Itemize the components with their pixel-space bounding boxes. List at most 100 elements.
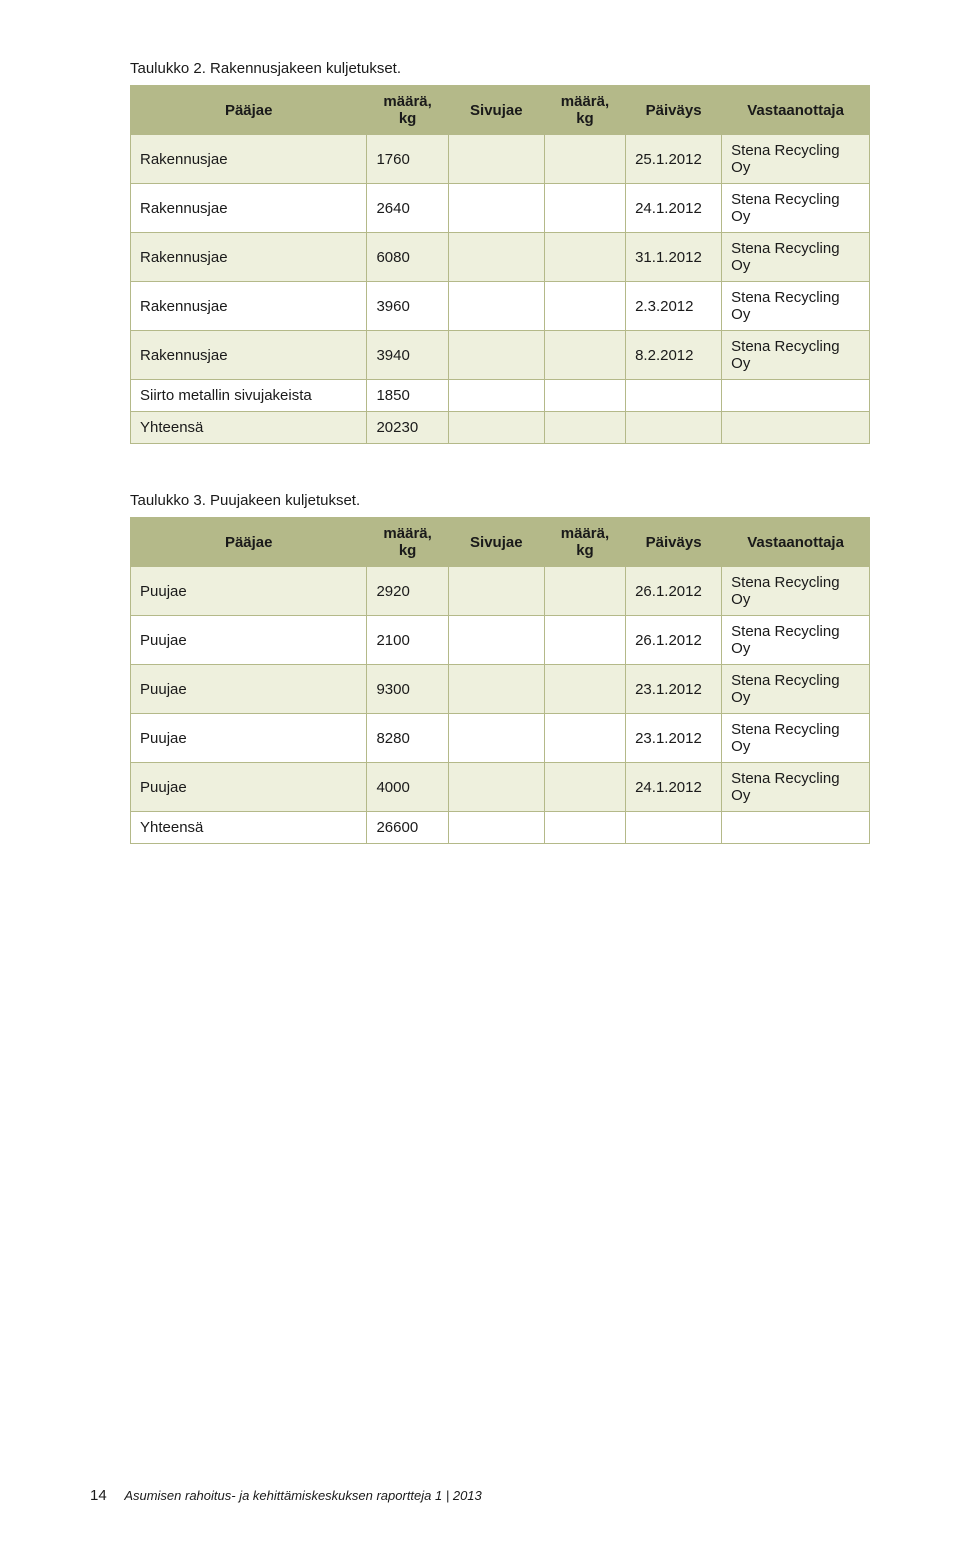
table-cell <box>626 412 722 444</box>
table-cell: Rakennusjae <box>131 282 367 331</box>
table-cell: Puujae <box>131 665 367 714</box>
table-cell: Stena Recycling Oy <box>722 233 870 282</box>
table-cell <box>544 616 625 665</box>
table-cell: Rakennusjae <box>131 135 367 184</box>
table-cell: Rakennusjae <box>131 233 367 282</box>
table-cell <box>544 282 625 331</box>
table-cell: Stena Recycling Oy <box>722 282 870 331</box>
column-header: määrä, kg <box>544 86 625 135</box>
table-cell: Stena Recycling Oy <box>722 763 870 812</box>
column-header: määrä, kg <box>367 518 448 567</box>
table-cell: 23.1.2012 <box>626 665 722 714</box>
table-cell <box>722 812 870 844</box>
table-row: Rakennusjae6080 31.1.2012Stena Recycling … <box>131 233 870 282</box>
table-cell <box>448 184 544 233</box>
table-cell: Puujae <box>131 763 367 812</box>
table-cell <box>448 812 544 844</box>
table-cell <box>448 380 544 412</box>
table-cell <box>544 331 625 380</box>
table-cell <box>448 282 544 331</box>
table-row: Puujae8280 23.1.2012Stena Recycling Oy <box>131 714 870 763</box>
table-cell: Stena Recycling Oy <box>722 714 870 763</box>
column-header: Sivujae <box>448 518 544 567</box>
table-cell <box>544 135 625 184</box>
table-cell: 25.1.2012 <box>626 135 722 184</box>
column-header: Päiväys <box>626 518 722 567</box>
table-row: Rakennusjae3940 8.2.2012Stena Recycling O… <box>131 331 870 380</box>
page-number: 14 <box>90 1487 107 1504</box>
table-cell <box>448 412 544 444</box>
table-cell <box>448 135 544 184</box>
table-cell: 24.1.2012 <box>626 184 722 233</box>
table-cell: 3940 <box>367 331 448 380</box>
table-cell <box>544 665 625 714</box>
table-cell: 26.1.2012 <box>626 616 722 665</box>
table-cell: Puujae <box>131 616 367 665</box>
table-cell: 3960 <box>367 282 448 331</box>
table-row: Puujae9300 23.1.2012Stena Recycling Oy <box>131 665 870 714</box>
table-cell: Stena Recycling Oy <box>722 567 870 616</box>
table-cell <box>448 616 544 665</box>
table1-body: Rakennusjae176025.1.2012Stena Recycling … <box>131 135 870 444</box>
table-cell <box>448 714 544 763</box>
column-header: Vastaanottaja <box>722 86 870 135</box>
table-cell: 26600 <box>367 812 448 844</box>
table-cell <box>448 763 544 812</box>
table-cell: Rakennusjae <box>131 331 367 380</box>
column-header: määrä, kg <box>544 518 625 567</box>
table-cell <box>544 233 625 282</box>
table-cell: Stena Recycling Oy <box>722 331 870 380</box>
table-cell <box>448 331 544 380</box>
table-cell <box>544 714 625 763</box>
table-row: Puujae210026.1.2012Stena Recycling Oy <box>131 616 870 665</box>
table-cell <box>544 380 625 412</box>
table-cell: 26.1.2012 <box>626 567 722 616</box>
table-cell: 1850 <box>367 380 448 412</box>
table2-body: Puujae292026.1.2012Stena Recycling OyPuu… <box>131 567 870 844</box>
table-row: Rakennusjae176025.1.2012Stena Recycling … <box>131 135 870 184</box>
table1-header-row: Pääjaemäärä, kgSivujaemäärä, kgPäiväysVa… <box>131 86 870 135</box>
table2-header-row: Pääjaemäärä, kgSivujaemäärä, kgPäiväysVa… <box>131 518 870 567</box>
table2: Pääjaemäärä, kgSivujaemäärä, kgPäiväysVa… <box>130 517 870 844</box>
column-header: Pääjae <box>131 518 367 567</box>
table-cell <box>626 812 722 844</box>
table-cell <box>722 380 870 412</box>
table-cell <box>722 412 870 444</box>
table-cell <box>544 412 625 444</box>
column-header: määrä, kg <box>367 86 448 135</box>
table1-caption: Taulukko 2. Rakennusjakeen kuljetukset. <box>130 60 870 77</box>
table-cell: Yhteensä <box>131 412 367 444</box>
table-row: Siirto metallin sivujakeista1850 <box>131 380 870 412</box>
table-row: Puujae292026.1.2012Stena Recycling Oy <box>131 567 870 616</box>
column-header: Päiväys <box>626 86 722 135</box>
table-cell <box>448 567 544 616</box>
table-cell: 24.1.2012 <box>626 763 722 812</box>
column-header: Sivujae <box>448 86 544 135</box>
table-cell: 31.1.2012 <box>626 233 722 282</box>
page-footer: 14 Asumisen rahoitus- ja kehittämiskesku… <box>90 1487 482 1504</box>
table-cell: 23.1.2012 <box>626 714 722 763</box>
table-cell: Siirto metallin sivujakeista <box>131 380 367 412</box>
table-row: Yhteensä26600 <box>131 812 870 844</box>
table-cell: 20230 <box>367 412 448 444</box>
table-row: Rakennusjae3960 2.3.2012Stena Recycling O… <box>131 282 870 331</box>
table-cell: 8.2.2012 <box>626 331 722 380</box>
table-cell: 8280 <box>367 714 448 763</box>
column-header: Pääjae <box>131 86 367 135</box>
table-cell <box>544 812 625 844</box>
table-row: Rakennusjae264024.1.2012Stena Recycling … <box>131 184 870 233</box>
table-cell: 2.3.2012 <box>626 282 722 331</box>
table-cell: Puujae <box>131 714 367 763</box>
footer-text: Asumisen rahoitus- ja kehittämiskeskukse… <box>124 1488 481 1503</box>
table-cell <box>626 380 722 412</box>
table-cell <box>544 763 625 812</box>
table-cell: 9300 <box>367 665 448 714</box>
table-cell: Puujae <box>131 567 367 616</box>
table-cell: Stena Recycling Oy <box>722 665 870 714</box>
table-cell: Yhteensä <box>131 812 367 844</box>
table-cell: Rakennusjae <box>131 184 367 233</box>
table-cell: 6080 <box>367 233 448 282</box>
table-cell: Stena Recycling Oy <box>722 135 870 184</box>
table-cell: 2640 <box>367 184 448 233</box>
table1: Pääjaemäärä, kgSivujaemäärä, kgPäiväysVa… <box>130 85 870 444</box>
